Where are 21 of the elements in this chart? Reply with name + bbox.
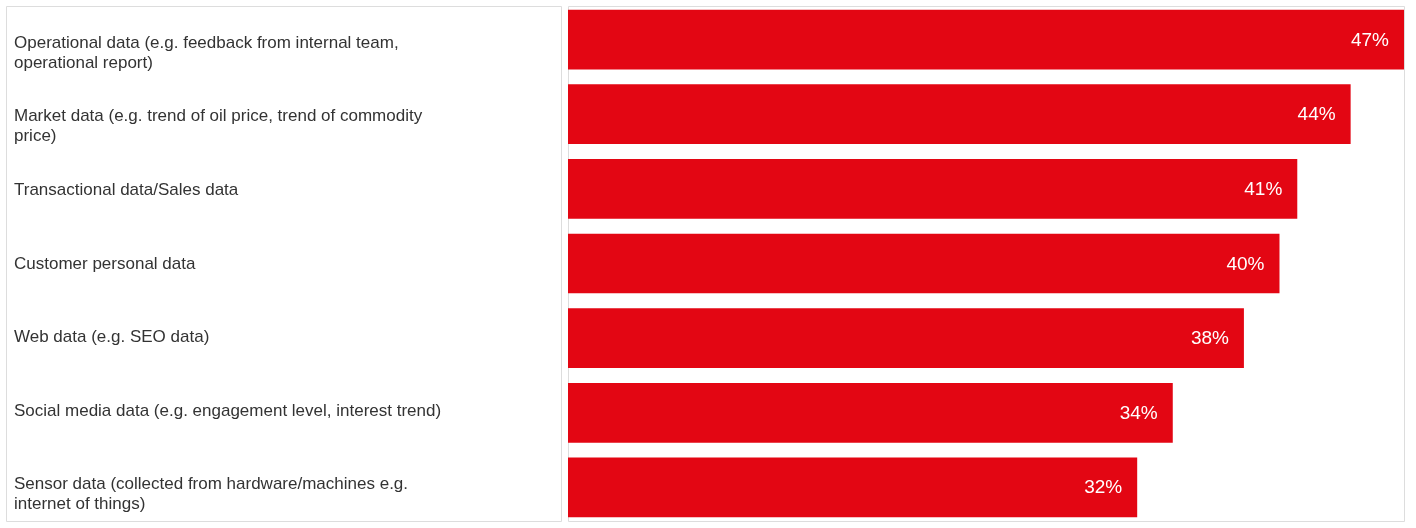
y-tick-label: Customer personal data <box>14 253 196 273</box>
bar <box>568 233 1280 294</box>
y-tick-label: Transactional data/Sales data <box>14 179 239 199</box>
bar <box>568 84 1351 145</box>
y-tick-label: Operational data (e.g. feedback from internal team, operational report) <box>14 32 399 72</box>
bar <box>568 457 1138 518</box>
data-label: 32% <box>1084 476 1123 498</box>
data-label: 41% <box>1244 177 1283 199</box>
bar <box>568 159 1298 219</box>
data-label: 38% <box>1190 327 1230 349</box>
y-tick-label: Sensor data (collected from hardware/machines e.g. internet of things) <box>14 474 409 514</box>
data-label: 40% <box>1226 252 1265 274</box>
data-label: 44% <box>1297 103 1336 125</box>
data-label: 47% <box>1350 28 1390 50</box>
bar <box>568 9 1404 70</box>
bar <box>568 382 1173 443</box>
data-label: 34% <box>1119 401 1158 423</box>
bar <box>568 308 1244 368</box>
y-tick-label: Web data (e.g. SEO data) <box>14 327 210 347</box>
y-tick-label: Market data (e.g. trend of oil price, trend of commodity price) <box>14 106 423 146</box>
y-tick-label: Social media data (e.g. engagement level, interest trend) <box>14 400 442 420</box>
